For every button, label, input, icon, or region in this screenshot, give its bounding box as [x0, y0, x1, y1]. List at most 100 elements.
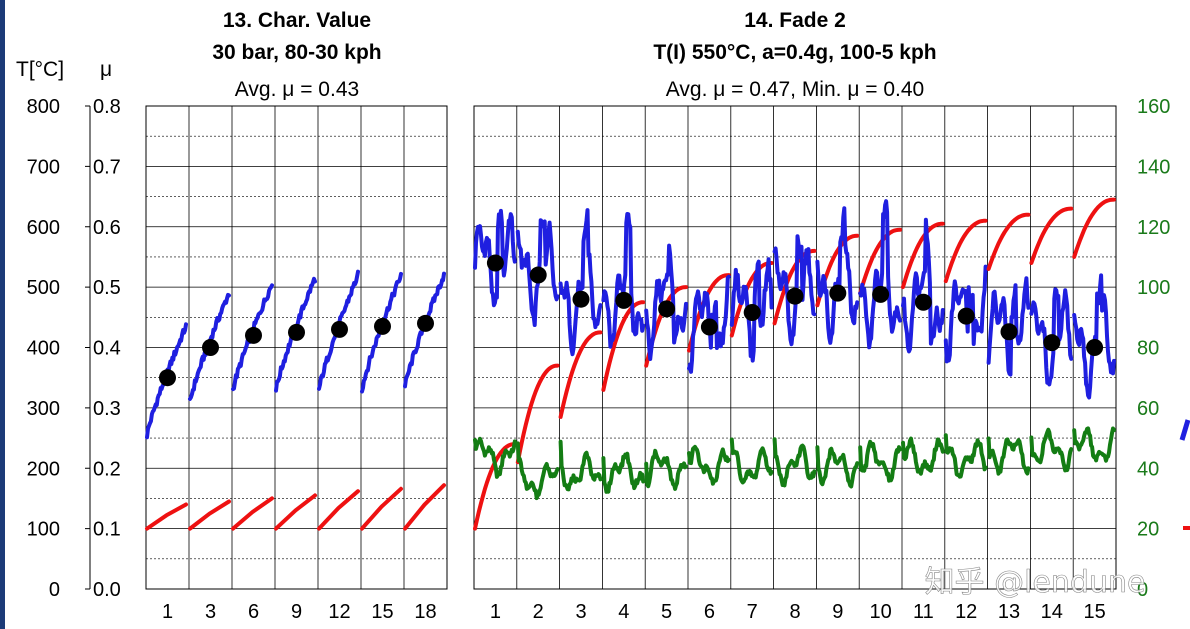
temperature-tick-label: 400 — [27, 338, 60, 360]
chart14-mu-curve — [815, 206, 860, 345]
temperature-tick-label: 700 — [27, 156, 60, 178]
chart14-right-axis-curve — [687, 444, 731, 486]
chart14-x-tick-label: 5 — [661, 601, 672, 623]
chart13-avg-annotation: Avg. μ = 0.43 — [235, 78, 359, 101]
chart14-temperature-curve — [558, 330, 603, 419]
chart14-min-mu-point — [1000, 323, 1018, 341]
series-layer — [145, 197, 1190, 531]
chart13-avg-mu-point — [374, 317, 391, 335]
chart14-right-axis-curve — [644, 448, 688, 491]
chart13-x-tick-label: 9 — [291, 601, 302, 623]
chart13-x-tick-label: 1 — [162, 601, 173, 623]
chart14-right-axis-curve — [515, 441, 560, 501]
right-axis-tick-label: 140 — [1137, 156, 1170, 178]
chart14-mu-curve — [601, 212, 646, 349]
chart13-x-tick-label: 6 — [248, 601, 259, 623]
temperature-tick-label: 0 — [49, 579, 60, 601]
right-axis-tick-label: 0 — [1137, 579, 1148, 601]
chart14-right-axis-curve — [1072, 426, 1116, 463]
chart14-x-tick-label: 13 — [998, 601, 1020, 623]
chart14-mu-curve — [901, 217, 945, 354]
chart14-temperature-curve — [1072, 197, 1116, 259]
chart14-mu-curve — [644, 243, 688, 361]
chart14-x-tick-label: 3 — [575, 601, 586, 623]
right-axis-tick-label: 160 — [1137, 96, 1170, 118]
chart13-avg-mu-point — [159, 369, 176, 387]
chart14-mu-curve — [943, 264, 988, 364]
chart13-x-tick-label: 3 — [205, 601, 216, 623]
chart14-mu-curve — [986, 276, 1031, 377]
mu-tick-label: 0.3 — [93, 398, 121, 420]
chart14-mu-curve — [772, 234, 817, 347]
chart13-title: 13. Char. Value — [223, 9, 371, 32]
chart14-min-mu-point — [786, 287, 804, 305]
chart14-mu-curve — [515, 218, 560, 327]
chart13-avg-mu-point — [245, 326, 262, 344]
chart14-x-tick-label: 7 — [747, 601, 758, 623]
chart14-x-tick-label: 8 — [789, 601, 800, 623]
chart14-right-axis-curve — [943, 433, 988, 479]
chart14-min-mu-point — [743, 303, 761, 321]
chart14-temperature-curve — [986, 212, 1031, 271]
chart14-temperature-curve — [901, 221, 945, 290]
chart14-avg-annotation: Avg. μ = 0.47, Min. μ = 0.40 — [666, 78, 924, 101]
temperature-tick-label: 200 — [27, 458, 60, 480]
chart14-min-mu-point — [529, 266, 547, 284]
mu-tick-label: 0.2 — [93, 458, 121, 480]
chart14-x-tick-label: 1 — [490, 601, 501, 623]
chart14-min-mu-point — [658, 300, 676, 318]
chart14-x-tick-label: 12 — [955, 601, 977, 623]
temperature-axis-label: T[°C] — [16, 58, 64, 81]
chart14-right-axis-curve — [558, 439, 603, 492]
right-axis-tick-label: 100 — [1137, 277, 1170, 299]
mu-tick-label: 0.6 — [93, 217, 121, 239]
chart14-right-axis-curve — [815, 445, 860, 489]
chart14-mu-curve — [729, 257, 774, 363]
chart13-x-tick-label: 18 — [414, 601, 436, 623]
chart14-x-tick-label: 14 — [1041, 601, 1063, 623]
chart14-right-axis-curve — [901, 436, 945, 476]
chart14-subtitle: T(I) 550°C, a=0.4g, 100-5 kph — [653, 41, 936, 64]
chart14-min-mu-point — [957, 307, 975, 325]
chart14-right-axis-curve — [986, 436, 1031, 476]
chart13-temperature-curve — [403, 483, 446, 531]
mu-tick-label: 0.4 — [93, 338, 121, 360]
chart13-avg-mu-point — [417, 314, 434, 332]
chart14-x-tick-label: 9 — [832, 601, 843, 623]
chart14-min-mu-point — [572, 290, 590, 308]
chart14-temperature-curve — [1029, 206, 1074, 265]
chart14-mu-curve — [473, 208, 517, 308]
chart14-temperature-curve — [601, 300, 646, 392]
chart13-subtitle: 30 bar, 80-30 kph — [212, 41, 381, 64]
chart14-right-axis-curve — [772, 437, 817, 488]
chart13-temperature-curve — [231, 496, 274, 531]
right-axis-tick-label: 80 — [1137, 338, 1159, 360]
mu-tick-label: 0.8 — [93, 96, 121, 118]
temperature-tick-label: 100 — [27, 519, 60, 541]
chart14-min-mu-point — [914, 293, 932, 311]
chart14-temperature-curve — [943, 218, 988, 284]
chart14-mu-curve — [1029, 287, 1074, 387]
chart13-avg-mu-point — [288, 323, 305, 341]
chart14-temperature-curve — [515, 363, 560, 465]
chart14-x-tick-label: 2 — [533, 601, 544, 623]
chart14-right-axis-curve — [858, 439, 902, 483]
chart13-temperature-curve — [360, 486, 403, 531]
right-axis-tick-label: 20 — [1137, 519, 1159, 541]
temperature-tick-label: 600 — [27, 217, 60, 239]
chart14-min-mu-point — [1043, 334, 1061, 352]
chart14-min-mu-point — [1086, 339, 1104, 356]
right-axis-tick-label: 60 — [1137, 398, 1159, 420]
chart13-avg-mu-point — [331, 320, 348, 338]
chart14-x-tick-label: 10 — [869, 601, 891, 623]
chart14-x-tick-label: 11 — [913, 601, 934, 623]
right-axis-tick-label: 40 — [1137, 458, 1159, 480]
chart13-x-tick-label: 15 — [371, 601, 393, 623]
mu-tick-label: 0.1 — [93, 519, 121, 541]
chart13-temperature-curve — [317, 489, 360, 531]
chart14-right-axis-curve — [601, 451, 646, 494]
chart14-min-mu-point — [615, 291, 633, 309]
chart14-min-mu-point — [486, 254, 504, 272]
chart14-temperature-curve — [729, 261, 774, 338]
